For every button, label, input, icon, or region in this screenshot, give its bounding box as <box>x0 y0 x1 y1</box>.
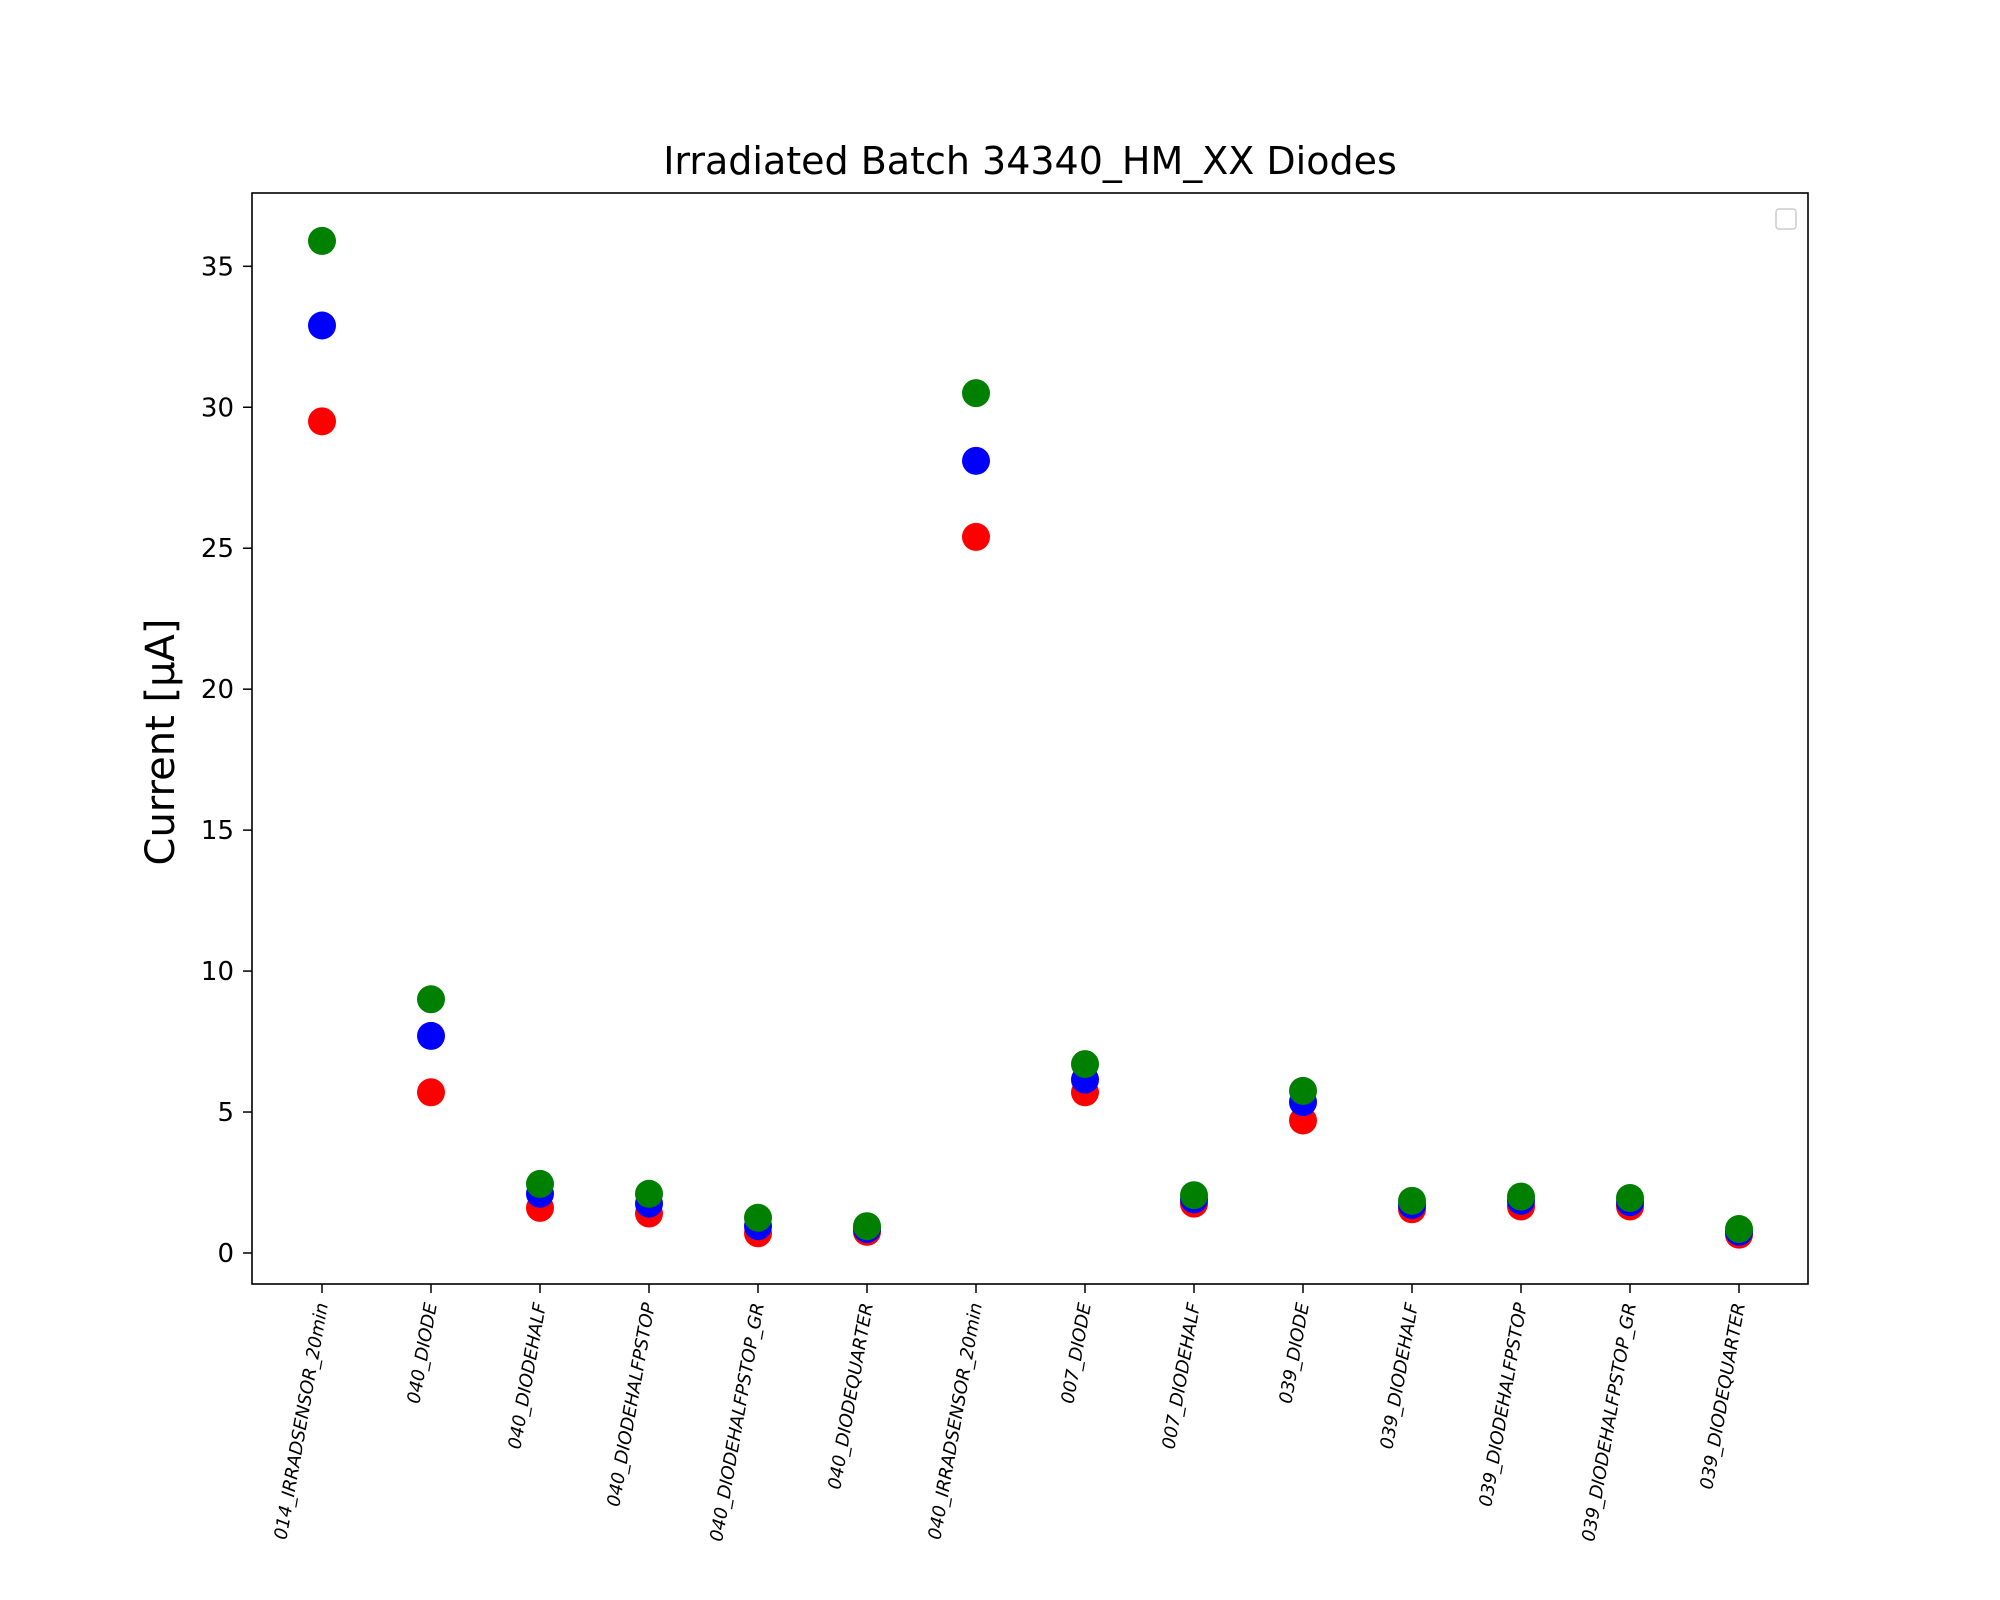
data-point-series-1 <box>962 447 990 475</box>
y-tick-label: 15 <box>201 816 234 846</box>
x-tick-label: 040_DIODEHALF <box>505 1301 552 1451</box>
data-point-series-2 <box>417 985 445 1013</box>
data-point-series-2 <box>526 1170 554 1198</box>
data-point-series-2 <box>1725 1215 1753 1243</box>
data-point-series-2 <box>1289 1077 1317 1105</box>
x-tick-label: 040_IRRADSENSOR_20min <box>925 1301 987 1541</box>
x-tick-label: 039_DIODEHALF <box>1377 1301 1424 1451</box>
x-tick-label: 014_IRRADSENSOR_20min <box>271 1301 333 1541</box>
y-axis-label: Current [μA] <box>138 619 184 866</box>
x-tick-label: 039_DIODEHALFPSTOP <box>1475 1301 1532 1508</box>
data-point-series-2 <box>1616 1184 1644 1212</box>
axes-frame <box>252 193 1808 1284</box>
y-tick-label: 25 <box>201 534 234 564</box>
data-point-series-2 <box>744 1204 772 1232</box>
x-tick-label: 007_DIODE <box>1058 1301 1096 1406</box>
data-point-series-2 <box>635 1180 663 1208</box>
x-tick-label: 040_DIODEHALFPSTOP <box>603 1301 660 1508</box>
y-tick-label: 35 <box>201 252 234 282</box>
x-tick-label: 040_DIODEQUARTER <box>824 1301 877 1491</box>
x-tick-label: 039_DIODEQUARTER <box>1696 1301 1749 1491</box>
data-point-series-2 <box>962 379 990 407</box>
data-point-series-2 <box>1180 1181 1208 1209</box>
data-point-series-1 <box>417 1022 445 1050</box>
x-tick-label: 040_DIODE <box>404 1301 442 1406</box>
data-point-series-0 <box>962 523 990 551</box>
y-tick-label: 5 <box>217 1098 234 1128</box>
data-point-series-2 <box>1507 1183 1535 1211</box>
x-tick-label: 039_DIODEHALFPSTOP_GR <box>1578 1301 1641 1543</box>
x-tick-label: 007_DIODEHALF <box>1159 1301 1206 1451</box>
y-tick-label: 30 <box>201 393 234 423</box>
y-tick-label: 20 <box>201 675 234 705</box>
x-tick-label: 040_DIODEHALFPSTOP_GR <box>706 1301 769 1543</box>
data-point-series-2 <box>1071 1050 1099 1078</box>
y-tick-label: 0 <box>217 1239 234 1269</box>
data-point-series-2 <box>1398 1187 1426 1215</box>
plot-area: 0 5 10 15 20 25 30 35 014_IRRADSENSOR_20min 040_D… <box>201 193 1808 1543</box>
data-point-series-2 <box>308 227 336 255</box>
data-point-series-1 <box>308 311 336 339</box>
data-point-series-0 <box>308 407 336 435</box>
data-point-series-0 <box>417 1078 445 1106</box>
chart-title: Irradiated Batch 34340_HM_XX Diodes <box>663 139 1397 183</box>
x-tick-label: 039_DIODE <box>1276 1301 1314 1406</box>
data-point-series-2 <box>853 1212 881 1240</box>
legend-box <box>1776 209 1796 229</box>
y-tick-label: 10 <box>201 957 234 987</box>
